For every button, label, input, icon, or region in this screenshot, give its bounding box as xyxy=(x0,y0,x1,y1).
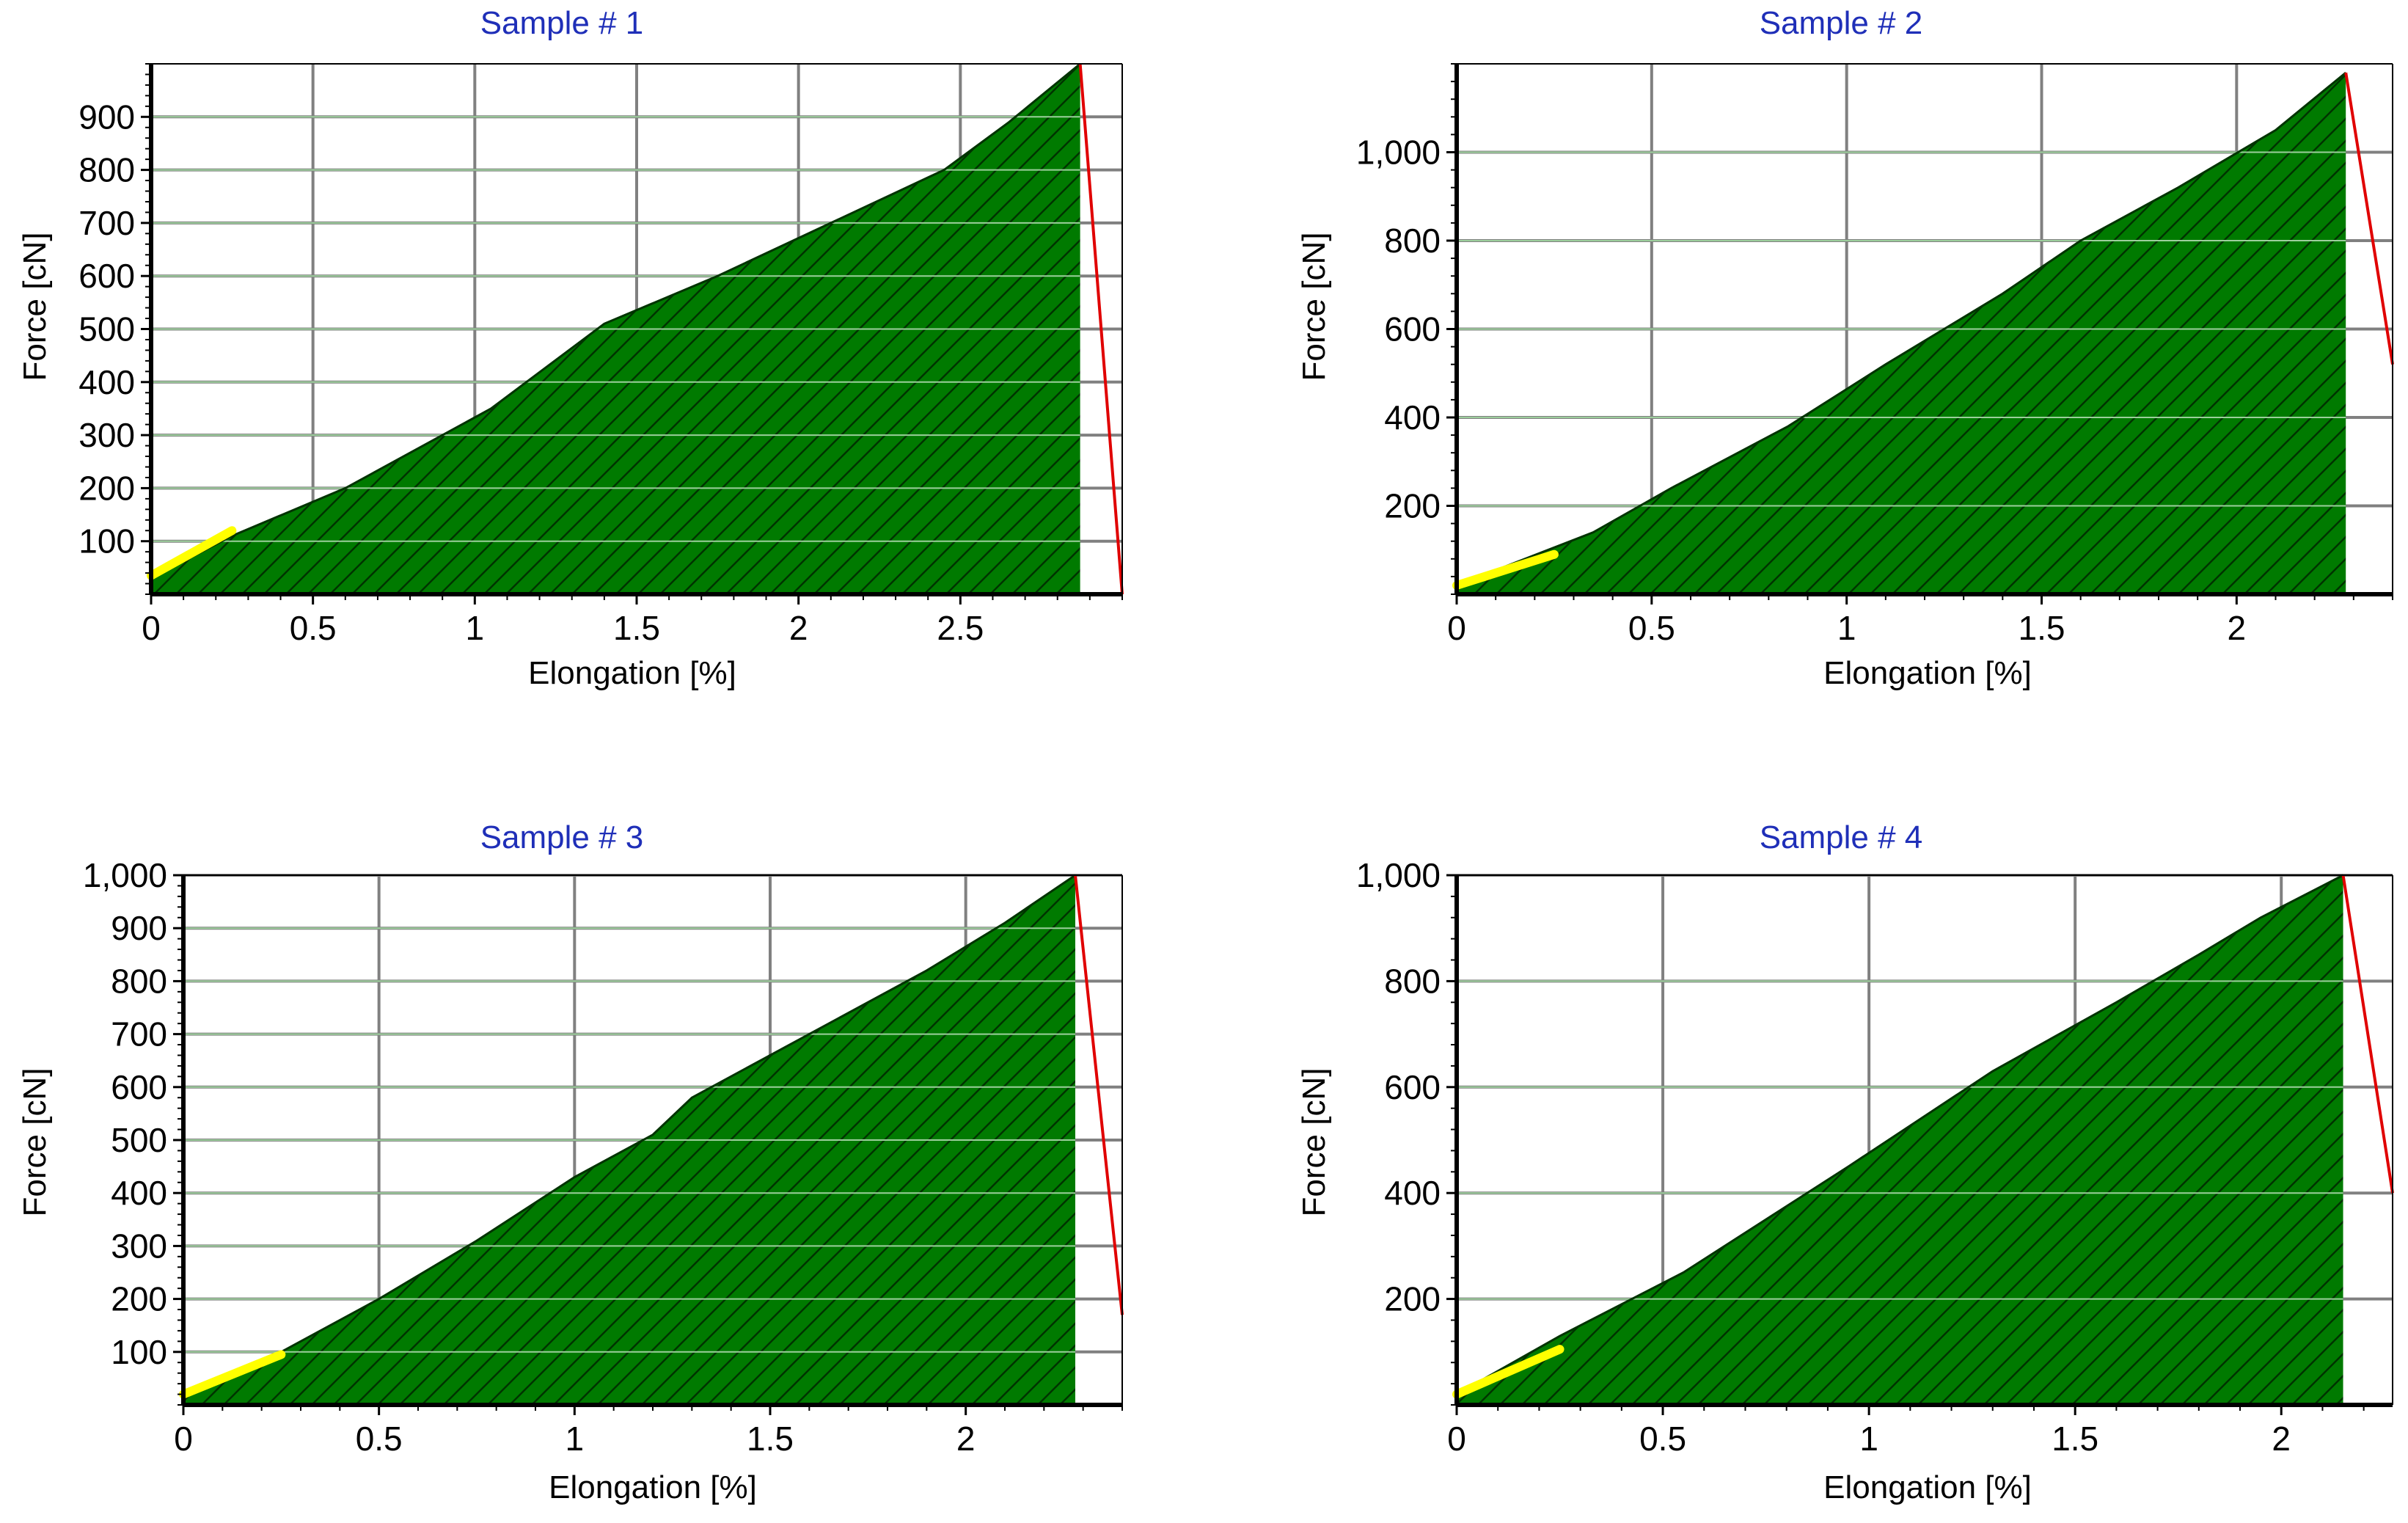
y-axis-label: Force [cN] xyxy=(1296,233,1332,381)
x-tick-label: 1.5 xyxy=(2052,1420,2098,1458)
y-tick-label: 100 xyxy=(78,522,135,560)
x-axis-label: Elongation [%] xyxy=(549,1469,757,1505)
x-tick-label: 0 xyxy=(1447,609,1466,647)
y-tick-label: 1,000 xyxy=(83,856,167,894)
x-tick-label: 2 xyxy=(2272,1420,2291,1458)
force-area xyxy=(1457,875,2343,1405)
x-axis-label: Elongation [%] xyxy=(1823,655,2032,691)
y-tick-label: 100 xyxy=(111,1333,167,1371)
y-tick-label: 400 xyxy=(1384,398,1441,437)
x-tick-label: 1 xyxy=(566,1420,585,1458)
chart-panel: Sample # 3 Force [cN] Elongation [%] 100… xyxy=(17,819,1124,1505)
force-curve xyxy=(1456,874,2344,1395)
chart-title: Sample # 3 xyxy=(480,819,644,855)
y-tick-label: 800 xyxy=(111,962,167,1000)
force-curve xyxy=(1456,71,2347,587)
y-tick-label: 300 xyxy=(111,1227,167,1265)
break-line xyxy=(1078,63,1124,595)
x-tick-label: 2 xyxy=(789,609,808,647)
chart-title: Sample # 4 xyxy=(1760,819,1923,855)
y-axis-label: Force [cN] xyxy=(1296,1068,1332,1217)
y-tick-label: 1,000 xyxy=(1356,134,1441,172)
x-tick-label: 0.5 xyxy=(1628,609,1675,647)
break-line xyxy=(2341,874,2394,1194)
chart-panel: Sample # 4 Force [cN] Elongation [%] 200… xyxy=(1296,819,2394,1505)
x-tick-label: 1 xyxy=(1837,609,1856,647)
chart-panel: Sample # 2 Force [cN] Elongation [%] 200… xyxy=(1296,5,2394,691)
x-tick-label: 0.5 xyxy=(356,1420,403,1458)
y-tick-label: 200 xyxy=(78,469,135,507)
x-tick-label: 2 xyxy=(956,1420,976,1458)
y-tick-label: 500 xyxy=(111,1121,167,1159)
y-tick-label: 700 xyxy=(78,204,135,242)
break-line xyxy=(1074,874,1124,1315)
x-axis-label: Elongation [%] xyxy=(528,655,736,691)
y-tick-label: 600 xyxy=(78,257,135,295)
initial-segment xyxy=(1452,549,1559,590)
x-tick-label: 1 xyxy=(466,609,485,647)
chart-panel: Sample # 1 Force [cN] Elongation [%] 100… xyxy=(17,5,1124,691)
y-tick-label: 800 xyxy=(78,151,135,189)
x-tick-label: 2.5 xyxy=(937,609,984,647)
y-tick-label: 400 xyxy=(111,1174,167,1212)
y-tick-label: 500 xyxy=(78,310,135,348)
initial-segment xyxy=(147,526,237,580)
force-area xyxy=(183,875,1075,1405)
y-tick-label: 700 xyxy=(111,1015,167,1053)
force-curve xyxy=(183,874,1076,1395)
y-tick-label: 600 xyxy=(1384,1068,1441,1106)
y-tick-label: 800 xyxy=(1384,962,1441,1000)
y-tick-label: 200 xyxy=(1384,1280,1441,1318)
x-tick-label: 0.5 xyxy=(290,609,337,647)
initial-segment xyxy=(179,1350,286,1399)
chart-title: Sample # 1 xyxy=(480,5,644,41)
y-tick-label: 900 xyxy=(111,909,167,947)
y-axis-label: Force [cN] xyxy=(17,1068,53,1217)
force-area xyxy=(1457,73,2346,595)
y-tick-label: 400 xyxy=(78,363,135,401)
x-tick-label: 1.5 xyxy=(613,609,660,647)
x-tick-label: 1.5 xyxy=(2019,609,2065,647)
x-tick-label: 0.5 xyxy=(1639,1420,1686,1458)
x-tick-label: 2 xyxy=(2228,609,2247,647)
force-curve xyxy=(150,62,1081,580)
x-axis-label: Elongation [%] xyxy=(1823,1469,2032,1505)
y-tick-label: 200 xyxy=(1384,487,1441,525)
x-tick-label: 1.5 xyxy=(747,1420,794,1458)
x-tick-label: 0 xyxy=(1447,1420,1466,1458)
y-tick-label: 300 xyxy=(78,416,135,454)
y-tick-label: 1,000 xyxy=(1356,856,1441,894)
y-tick-label: 600 xyxy=(111,1068,167,1106)
x-tick-label: 0 xyxy=(142,609,161,647)
x-tick-label: 1 xyxy=(1859,1420,1878,1458)
chart-title: Sample # 2 xyxy=(1760,5,1923,41)
break-line xyxy=(2344,72,2394,365)
initial-segment xyxy=(1452,1345,1565,1399)
y-tick-label: 600 xyxy=(1384,310,1441,348)
y-tick-label: 800 xyxy=(1384,222,1441,260)
y-tick-label: 900 xyxy=(78,98,135,136)
y-tick-label: 200 xyxy=(111,1280,167,1318)
y-tick-label: 400 xyxy=(1384,1174,1441,1212)
x-tick-label: 0 xyxy=(174,1420,193,1458)
y-axis-label: Force [cN] xyxy=(17,233,53,381)
